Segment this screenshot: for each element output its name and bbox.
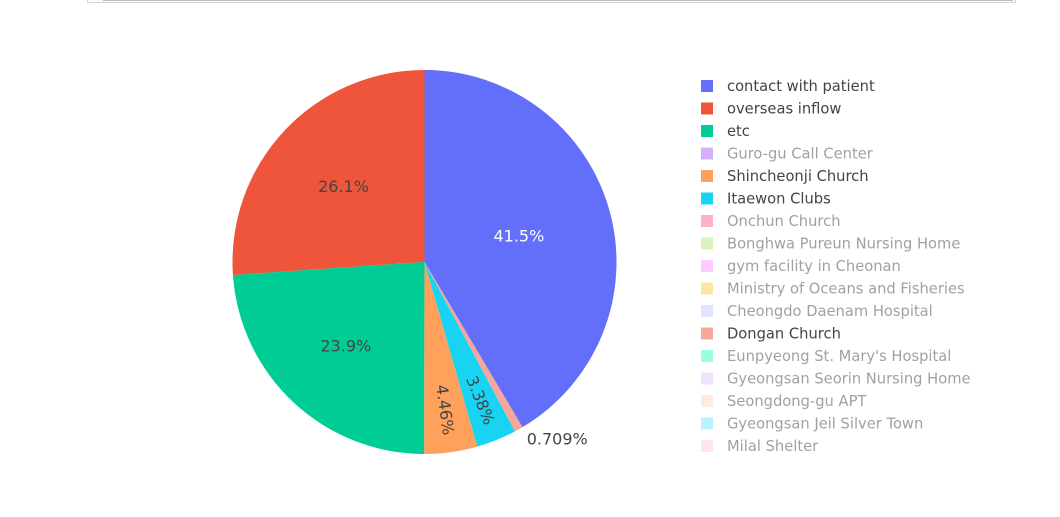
legend-item-itaewon-clubs[interactable]: Itaewon Clubs	[701, 191, 831, 208]
legend-label: gym facility in Cheonan	[727, 258, 901, 275]
pie-slice-overseas-inflow[interactable]	[232, 70, 425, 276]
legend-label: etc	[727, 123, 750, 140]
legend-label: Bonghwa Pureun Nursing Home	[727, 236, 960, 253]
legend-label: contact with patient	[727, 78, 875, 95]
legend-swatch	[701, 282, 713, 295]
legend-item-guro-gu-call-center[interactable]: Guro-gu Call Center	[701, 146, 874, 163]
legend-swatch	[701, 125, 713, 137]
legend-label: Ministry of Oceans and Fisheries	[727, 281, 965, 298]
legend: contact with patient overseas inflow etc Gu…	[701, 78, 971, 455]
legend-swatch	[701, 147, 713, 160]
legend-swatch	[701, 350, 713, 362]
legend-item-dongan-church[interactable]: Dongan Church	[701, 326, 841, 343]
legend-item-eunpyeong-st-mary-s-hospital[interactable]: Eunpyeong St. Mary's Hospital	[701, 348, 951, 365]
legend-item-contact-with-patient[interactable]: contact with patient	[701, 78, 875, 95]
legend-swatch	[701, 192, 713, 205]
legend-item-bonghwa-pureun-nursing-home[interactable]: Bonghwa Pureun Nursing Home	[701, 236, 960, 253]
legend-label: Eunpyeong St. Mary's Hospital	[727, 348, 951, 365]
legend-item-gym-facility-in-cheonan[interactable]: gym facility in Cheonan	[701, 258, 901, 275]
legend-label: Gyeongsan Jeil Silver Town	[727, 416, 923, 433]
legend-label: Seongdong-gu APT	[727, 393, 867, 410]
legend-item-shincheonji-church[interactable]: Shincheonji Church	[701, 168, 869, 185]
legend-swatch	[701, 305, 713, 317]
legend-swatch	[701, 102, 713, 115]
legend-swatch	[701, 372, 713, 385]
legend-item-etc[interactable]: etc	[701, 123, 750, 140]
pie-slice-itaewon-clubs[interactable]	[424, 262, 516, 447]
legend-item-gyeongsan-seorin-nursing-home[interactable]: Gyeongsan Seorin Nursing Home	[701, 371, 971, 388]
legend-item-cheongdo-daenam-hospital[interactable]: Cheongdo Daenam Hospital	[701, 303, 933, 320]
legend-item-seongdong-gu-apt[interactable]: Seongdong-gu APT	[701, 393, 867, 410]
legend-label: Guro-gu Call Center	[727, 146, 874, 163]
legend-swatch	[701, 417, 713, 430]
legend-item-milal-shelter[interactable]: Milal Shelter	[701, 438, 819, 455]
legend-item-overseas-inflow[interactable]: overseas inflow	[701, 101, 841, 118]
upper-panel-edge	[87, 0, 1016, 3]
legend-label: Onchun Church	[727, 213, 841, 230]
legend-swatch	[701, 237, 713, 250]
legend-label: Gyeongsan Seorin Nursing Home	[727, 371, 971, 388]
slice-label-contact-with-patient: 41.5%	[493, 227, 544, 246]
legend-swatch	[701, 215, 713, 227]
pie-slices	[232, 69, 617, 455]
legend-label: Cheongdo Daenam Hospital	[727, 303, 933, 320]
pie-slice-contact-with-patient[interactable]	[424, 69, 617, 428]
slice-label-etc: 23.9%	[320, 337, 371, 356]
pie-slice-dongan-church[interactable]	[424, 262, 523, 432]
pie-slice-etc[interactable]	[232, 262, 425, 454]
legend-label: Milal Shelter	[727, 438, 819, 455]
legend-swatch	[701, 440, 713, 452]
slice-label-dongan-church: 0.709%	[527, 429, 588, 448]
legend-swatch	[701, 80, 713, 92]
legend-swatch	[701, 395, 713, 407]
legend-swatch	[701, 327, 713, 340]
slice-label-overseas-inflow: 26.1%	[318, 177, 369, 196]
pie-slice-shincheonji-church[interactable]	[424, 262, 478, 455]
upper-panel-divider	[103, 0, 1013, 1]
legend-label: Itaewon Clubs	[727, 191, 831, 208]
legend-label: Shincheonji Church	[727, 168, 869, 185]
legend-swatch	[701, 170, 713, 182]
legend-item-ministry-of-oceans-and-fisheries[interactable]: Ministry of Oceans and Fisheries	[701, 281, 965, 298]
legend-item-onchun-church[interactable]: Onchun Church	[701, 213, 841, 230]
legend-label: Dongan Church	[727, 326, 841, 343]
legend-item-gyeongsan-jeil-silver-town[interactable]: Gyeongsan Jeil Silver Town	[701, 416, 923, 433]
legend-label: overseas inflow	[727, 101, 841, 118]
legend-swatch	[701, 260, 713, 272]
